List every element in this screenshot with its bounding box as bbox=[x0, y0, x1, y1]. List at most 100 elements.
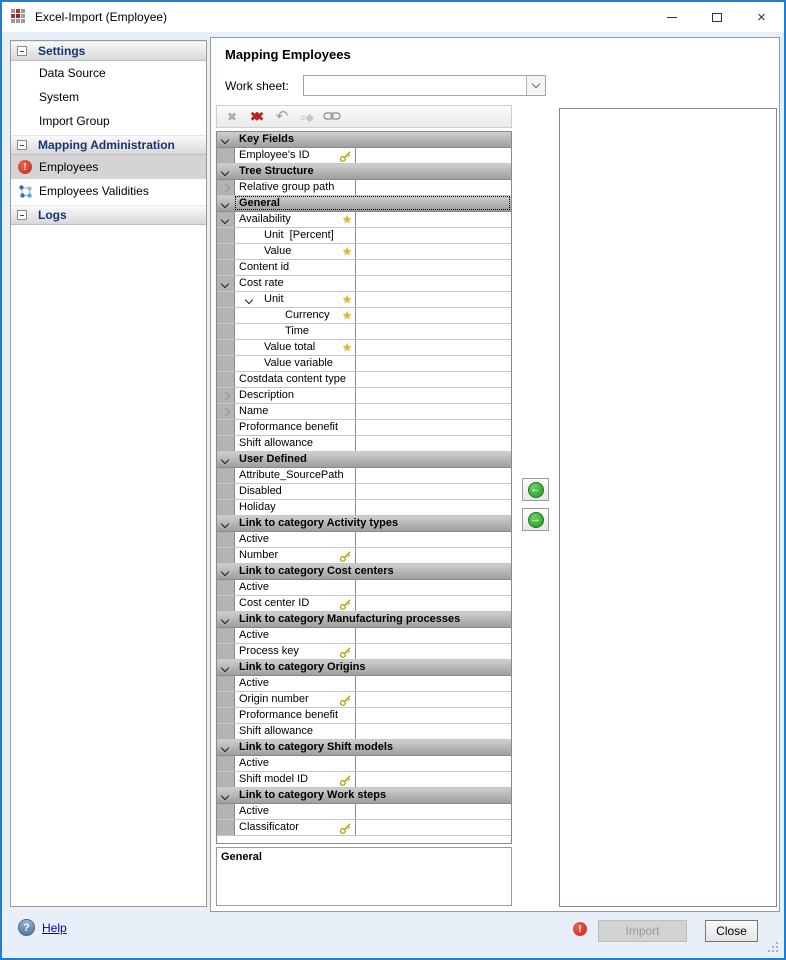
field-label-cell[interactable]: Cost rate bbox=[235, 276, 356, 291]
sidebar-section-logs[interactable]: Logs bbox=[11, 205, 206, 225]
field-row-number[interactable]: Number bbox=[217, 548, 511, 564]
field-row-active[interactable]: Active bbox=[217, 756, 511, 772]
row-gutter[interactable] bbox=[217, 452, 235, 467]
field-row-costdata-content-type[interactable]: Costdata content type bbox=[217, 372, 511, 388]
row-gutter[interactable] bbox=[217, 740, 235, 755]
group-row-link-to-category-origins[interactable]: Link to category Origins bbox=[217, 660, 511, 676]
field-value-cell[interactable] bbox=[356, 548, 511, 563]
group-row-link-to-category-manufacturing-processes[interactable]: Link to category Manufacturing processes bbox=[217, 612, 511, 628]
field-row-shift-allowance[interactable]: Shift allowance bbox=[217, 436, 511, 452]
close-dialog-button[interactable]: Close bbox=[705, 920, 758, 942]
row-gutter[interactable] bbox=[217, 212, 235, 227]
sidebar-item-system[interactable]: System bbox=[11, 85, 206, 109]
field-label-cell[interactable]: Origin number bbox=[235, 692, 356, 707]
row-gutter[interactable] bbox=[217, 404, 235, 419]
field-value-cell[interactable] bbox=[356, 644, 511, 659]
field-value-cell[interactable] bbox=[356, 308, 511, 323]
field-label-cell[interactable]: Active bbox=[235, 628, 356, 643]
field-row-classificator[interactable]: Classificator bbox=[217, 820, 511, 836]
field-value-cell[interactable] bbox=[356, 772, 511, 787]
help-link[interactable]: Help bbox=[42, 920, 67, 935]
field-value-cell[interactable] bbox=[356, 292, 511, 307]
sidebar-item-employees[interactable]: ! Employees bbox=[11, 155, 206, 179]
field-row-active[interactable]: Active bbox=[217, 580, 511, 596]
field-label-cell[interactable]: Classificator bbox=[235, 820, 356, 835]
close-button[interactable]: × bbox=[739, 2, 784, 32]
sidebar-section-settings[interactable]: Settings bbox=[11, 41, 206, 61]
field-row-shift-allowance[interactable]: Shift allowance bbox=[217, 724, 511, 740]
field-label-cell[interactable]: Relative group path bbox=[235, 180, 356, 195]
group-row-key-fields[interactable]: Key Fields bbox=[217, 132, 511, 148]
field-row-relative-group-path[interactable]: Relative group path bbox=[217, 180, 511, 196]
field-row-active[interactable]: Active bbox=[217, 532, 511, 548]
field-label-cell[interactable]: Holiday bbox=[235, 500, 356, 515]
field-value-cell[interactable] bbox=[356, 676, 511, 691]
field-value-cell[interactable] bbox=[356, 388, 511, 403]
group-row-general[interactable]: General bbox=[217, 196, 511, 212]
field-value-cell[interactable] bbox=[356, 340, 511, 355]
field-row-active[interactable]: Active bbox=[217, 628, 511, 644]
field-value-cell[interactable] bbox=[356, 484, 511, 499]
field-label-cell[interactable]: Shift allowance bbox=[235, 436, 356, 451]
field-row-time[interactable]: Time bbox=[217, 324, 511, 340]
field-value-cell[interactable] bbox=[356, 244, 511, 259]
field-label-cell[interactable]: Disabled bbox=[235, 484, 356, 499]
import-button[interactable]: Import bbox=[598, 920, 687, 942]
field-label-cell[interactable]: Attribute_SourcePath bbox=[235, 468, 356, 483]
row-gutter[interactable] bbox=[217, 564, 235, 579]
field-row-process-key[interactable]: Process key bbox=[217, 644, 511, 660]
move-left-button[interactable]: ← bbox=[522, 478, 549, 501]
row-gutter[interactable] bbox=[217, 276, 235, 291]
worksheet-columns-list[interactable] bbox=[559, 108, 777, 907]
field-label-cell[interactable]: Active bbox=[235, 676, 356, 691]
field-row-availability[interactable]: Availability ★ bbox=[217, 212, 511, 228]
field-value-cell[interactable] bbox=[356, 180, 511, 195]
row-gutter[interactable] bbox=[217, 660, 235, 675]
sidebar-section-mapping-administration[interactable]: Mapping Administration bbox=[11, 135, 206, 155]
field-label-cell[interactable]: Active bbox=[235, 532, 356, 547]
field-value-cell[interactable] bbox=[356, 324, 511, 339]
collapse-icon[interactable] bbox=[17, 46, 27, 56]
field-row-holiday[interactable]: Holiday bbox=[217, 500, 511, 516]
field-row-shift-model-id[interactable]: Shift model ID bbox=[217, 772, 511, 788]
delete-button[interactable]: ✖ bbox=[223, 108, 241, 126]
field-value-cell[interactable] bbox=[356, 628, 511, 643]
field-label-cell[interactable]: Name bbox=[235, 404, 356, 419]
field-label-cell[interactable]: Currency ★ bbox=[235, 308, 356, 323]
field-label-cell[interactable]: Time bbox=[235, 324, 356, 339]
row-gutter[interactable] bbox=[217, 388, 235, 403]
field-row-value[interactable]: Value ★ bbox=[217, 244, 511, 260]
field-label-cell[interactable]: Number bbox=[235, 548, 356, 563]
group-row-link-to-category-activity-types[interactable]: Link to category Activity types bbox=[217, 516, 511, 532]
row-gutter[interactable] bbox=[217, 612, 235, 627]
field-value-cell[interactable] bbox=[356, 692, 511, 707]
field-row-proformance-benefit[interactable]: Proformance benefit bbox=[217, 708, 511, 724]
field-value-cell[interactable] bbox=[356, 820, 511, 835]
field-value-cell[interactable] bbox=[356, 532, 511, 547]
field-row-unit[interactable]: Unit ★ bbox=[217, 292, 511, 308]
sidebar-item-employees-validities[interactable]: Employees Validities bbox=[11, 179, 206, 203]
move-right-button[interactable]: → bbox=[522, 508, 549, 531]
field-row-active[interactable]: Active bbox=[217, 676, 511, 692]
field-label-cell[interactable]: Value ★ bbox=[235, 244, 356, 259]
field-row-origin-number[interactable]: Origin number bbox=[217, 692, 511, 708]
field-value-cell[interactable] bbox=[356, 420, 511, 435]
field-value-cell[interactable] bbox=[356, 228, 511, 243]
field-value-cell[interactable] bbox=[356, 276, 511, 291]
field-value-cell[interactable] bbox=[356, 212, 511, 227]
field-label-cell[interactable]: Availability ★ bbox=[235, 212, 356, 227]
field-value-cell[interactable] bbox=[356, 148, 511, 163]
field-label-cell[interactable]: Unit [Percent] bbox=[235, 228, 356, 243]
worksheet-dropdown-button[interactable] bbox=[526, 76, 545, 95]
field-label-cell[interactable]: Process key bbox=[235, 644, 356, 659]
worksheet-combobox[interactable] bbox=[303, 75, 546, 96]
field-label-cell[interactable]: Active bbox=[235, 756, 356, 771]
field-row-employee-s-id[interactable]: Employee's ID bbox=[217, 148, 511, 164]
field-value-cell[interactable] bbox=[356, 468, 511, 483]
minimize-button[interactable] bbox=[649, 2, 694, 32]
field-label-cell[interactable]: Unit ★ bbox=[235, 292, 356, 307]
field-row-disabled[interactable]: Disabled bbox=[217, 484, 511, 500]
maximize-button[interactable] bbox=[694, 2, 739, 32]
field-label-cell[interactable]: Value variable bbox=[235, 356, 356, 371]
field-value-cell[interactable] bbox=[356, 260, 511, 275]
